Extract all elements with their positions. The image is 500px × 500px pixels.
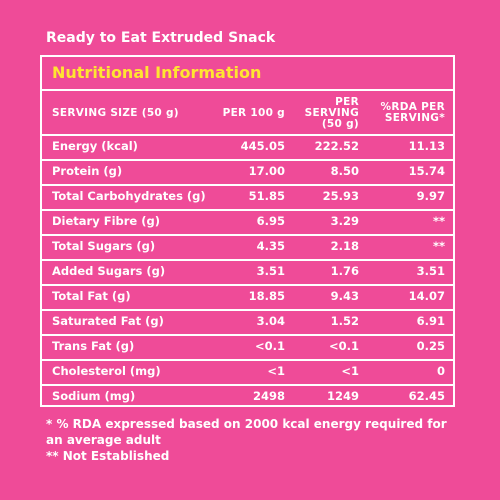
nutrient-name: Sodium (mg) [52, 389, 136, 403]
row-divider [42, 234, 453, 236]
nutrient-value: <0.1 [254, 339, 285, 353]
nutrient-value: ** [432, 239, 445, 253]
nutrient-name: Saturated Fat (g) [52, 314, 164, 328]
column-header-line: PER 100 g [222, 106, 285, 119]
nutrient-value: 2.18 [330, 239, 359, 253]
nutrient-value: 3.51 [256, 264, 285, 278]
row-divider [42, 209, 453, 211]
nutrient-value: 3.29 [330, 214, 359, 228]
column-header-line: PER [335, 95, 359, 108]
nutrient-name: Total Fat (g) [52, 289, 131, 303]
nutrient-value: <0.1 [328, 339, 359, 353]
column-header: PER 100 g [222, 106, 285, 119]
row-divider [42, 334, 453, 336]
nutrient-value: 9.97 [416, 189, 445, 203]
nutrient-value: 62.45 [408, 389, 445, 403]
nutrient-value: 11.13 [408, 139, 445, 153]
nutrient-value: 3.51 [416, 264, 445, 278]
nutrient-name: Total Sugars (g) [52, 239, 156, 253]
nutrient-value: 25.93 [322, 189, 359, 203]
nutrient-value: 1.52 [330, 314, 359, 328]
row-divider [42, 284, 453, 286]
column-header-line: (50 g) [321, 117, 359, 130]
column-header-line: SERVING SIZE (50 g) [52, 106, 179, 119]
column-header: PER SERVING (50 g) [304, 95, 359, 130]
nutrient-value: 1.76 [330, 264, 359, 278]
footnote: * % RDA expressed based on 2000 kcal ene… [46, 417, 447, 447]
nutrient-value: 18.85 [248, 289, 285, 303]
column-header-line: %RDA PER [380, 101, 445, 113]
divider [42, 89, 453, 91]
nutrient-value: 51.85 [248, 189, 285, 203]
row-divider [42, 184, 453, 186]
nutrient-value: <1 [267, 364, 285, 378]
row-divider [42, 384, 453, 386]
nutrient-name: Cholesterol (mg) [52, 364, 161, 378]
nutrient-value: 4.35 [256, 239, 285, 253]
row-divider [42, 159, 453, 161]
nutrient-value: 8.50 [330, 164, 359, 178]
title: Ready to Eat Extruded Snack [46, 30, 276, 46]
nutrient-value: 222.52 [314, 139, 359, 153]
nutrient-value: ** [432, 214, 445, 228]
column-header: %RDA PER SERVING* [381, 102, 445, 124]
nutrient-name: Trans Fat (g) [52, 339, 135, 353]
footnotes: * % RDA expressed based on 2000 kcal ene… [46, 416, 466, 464]
row-divider [42, 259, 453, 261]
nutrient-value: 17.00 [248, 164, 285, 178]
table-heading: Nutritional Information [52, 63, 262, 82]
nutrient-value: 2498 [252, 389, 285, 403]
nutrient-name: Dietary Fibre (g) [52, 214, 160, 228]
row-divider [42, 309, 453, 311]
nutrient-name: Protein (g) [52, 164, 123, 178]
nutrient-value: 3.04 [256, 314, 285, 328]
nutrient-value: 0.25 [416, 339, 445, 353]
nutrient-name: Total Carbohydrates (g) [52, 189, 206, 203]
nutrient-value: 0 [436, 364, 445, 378]
nutrient-name: Added Sugars (g) [52, 264, 166, 278]
column-header-line: SERVING* [384, 112, 445, 124]
row-divider [42, 134, 453, 136]
nutrient-value: 14.07 [408, 289, 445, 303]
footnote: ** Not Established [46, 449, 170, 463]
nutrient-value: <1 [341, 364, 359, 378]
column-header-line: SERVING [304, 106, 359, 119]
nutrient-value: 6.91 [416, 314, 445, 328]
row-divider [42, 359, 453, 361]
nutrient-value: 9.43 [330, 289, 359, 303]
nutrient-name: Energy (kcal) [52, 139, 138, 153]
nutrition-table: Nutritional Information SERVING SIZE (50… [40, 55, 455, 407]
nutrient-value: 15.74 [408, 164, 445, 178]
nutrient-value: 1249 [326, 389, 359, 403]
column-header: SERVING SIZE (50 g) [52, 106, 179, 119]
nutrient-value: 445.05 [240, 139, 285, 153]
nutrient-value: 6.95 [256, 214, 285, 228]
